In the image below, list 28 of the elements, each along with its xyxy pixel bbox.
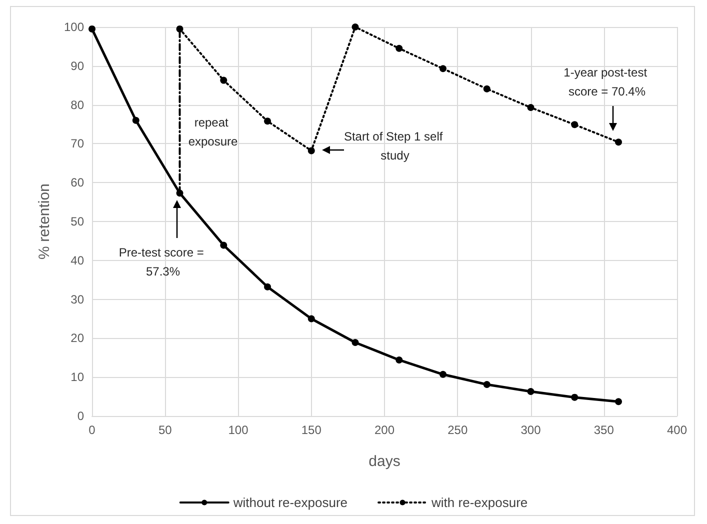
y-tick-label: 60	[70, 176, 84, 190]
y-tick-label: 20	[70, 331, 84, 346]
x-tick-label: 350	[594, 423, 614, 437]
x-axis-title: days	[368, 453, 400, 470]
x-tick-label: 150	[301, 423, 322, 437]
x-tick-label: 300	[520, 423, 542, 437]
legend-label: without re-exposure	[232, 495, 348, 510]
x-tick-label: 200	[374, 423, 395, 437]
y-tick-label: 70	[70, 136, 84, 151]
legend-label: with re-exposure	[430, 495, 528, 510]
y-tick-label: 0	[77, 409, 84, 423]
y-tick-label: 30	[70, 292, 84, 306]
y-axis-title: % retention	[36, 184, 53, 260]
y-tick-label: 40	[70, 253, 84, 268]
annotation: Pre-test score = 57.3%	[118, 246, 208, 278]
x-tick-label: 100	[228, 423, 249, 437]
x-tick-label: 250	[448, 423, 468, 437]
annotation: repeat exposure	[188, 116, 238, 148]
annotation: 1-year post-test score = 70.4%	[564, 66, 650, 98]
x-tick-label: 400	[666, 423, 688, 437]
y-tick-label: 100	[64, 20, 84, 34]
y-tick-label: 90	[70, 58, 84, 73]
x-tick-label: 0	[88, 423, 96, 437]
annotation: Start of Step 1 self study	[344, 130, 446, 162]
x-tick-label: 50	[158, 423, 172, 437]
y-tick-label: 80	[70, 98, 84, 112]
y-tick-label: 50	[70, 214, 84, 228]
y-tick-label: 10	[70, 370, 84, 384]
